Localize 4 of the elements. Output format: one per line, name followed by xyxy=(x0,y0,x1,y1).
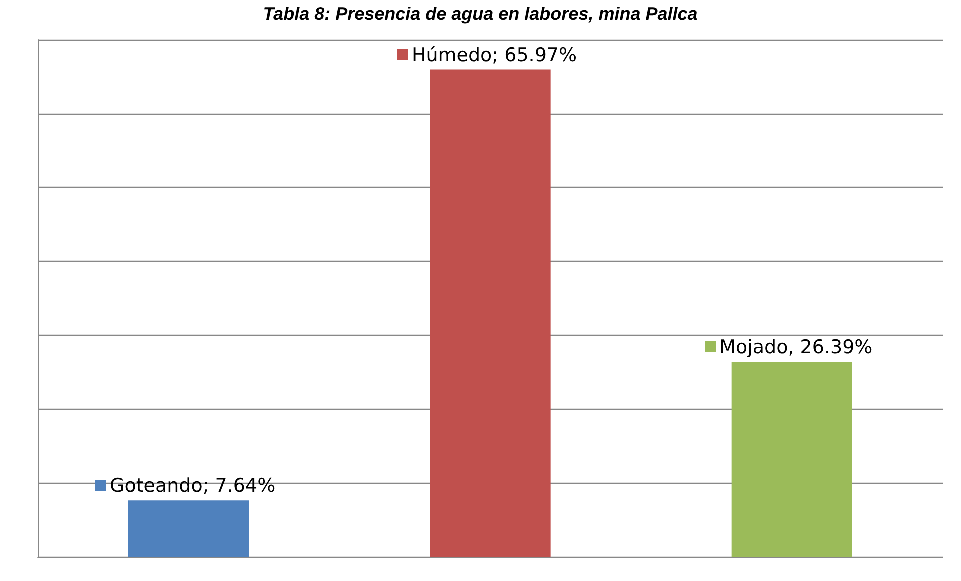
data-label: Goteando; 7.64% xyxy=(110,475,276,498)
data-label: Húmedo; 65.97% xyxy=(412,44,578,66)
data-label: Mojado, 26.39% xyxy=(720,336,873,359)
chart-title: Tabla 8: Presencia de agua en labores, mina Pallca xyxy=(263,4,698,24)
